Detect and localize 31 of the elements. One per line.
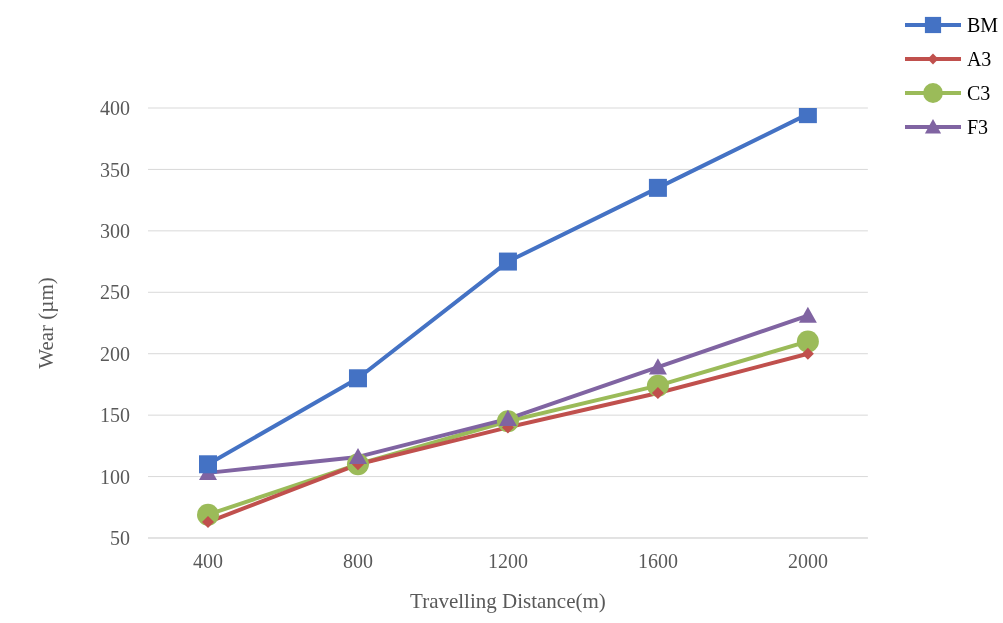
y-tick-label: 150 bbox=[100, 404, 130, 427]
point bbox=[798, 306, 817, 323]
point bbox=[348, 447, 367, 465]
point bbox=[651, 387, 664, 400]
legend-label: C3 bbox=[966, 81, 991, 105]
y-tick-label: 250 bbox=[100, 281, 130, 304]
legend-label: A3 bbox=[966, 47, 992, 71]
x-tick-label: 800 bbox=[342, 550, 373, 573]
point bbox=[648, 358, 667, 375]
x-tick-label: 400 bbox=[193, 550, 223, 573]
x-tick-label: 1200 bbox=[487, 550, 528, 573]
point bbox=[796, 330, 819, 353]
legend-label: F3 bbox=[966, 115, 988, 139]
x-tick-label: 2000 bbox=[787, 550, 828, 573]
point bbox=[801, 347, 814, 360]
y-tick-label: 100 bbox=[100, 465, 130, 488]
point bbox=[498, 409, 517, 427]
point bbox=[199, 455, 217, 474]
y-axis-title: Wear (µm) bbox=[34, 277, 59, 369]
point bbox=[648, 178, 667, 197]
y-tick-label: 350 bbox=[100, 158, 130, 181]
x-axis-title: Travelling Distance(m) bbox=[410, 589, 606, 613]
legend-label: BM bbox=[966, 13, 998, 37]
y-tick-label: 200 bbox=[100, 342, 130, 365]
x-tick-label: 1600 bbox=[637, 550, 678, 573]
point bbox=[202, 516, 214, 529]
y-tick-label: 400 bbox=[100, 97, 130, 120]
y-tick-label: 300 bbox=[100, 219, 130, 242]
y-tick-label: 50 bbox=[110, 527, 130, 550]
point bbox=[348, 369, 367, 388]
point bbox=[498, 252, 517, 271]
